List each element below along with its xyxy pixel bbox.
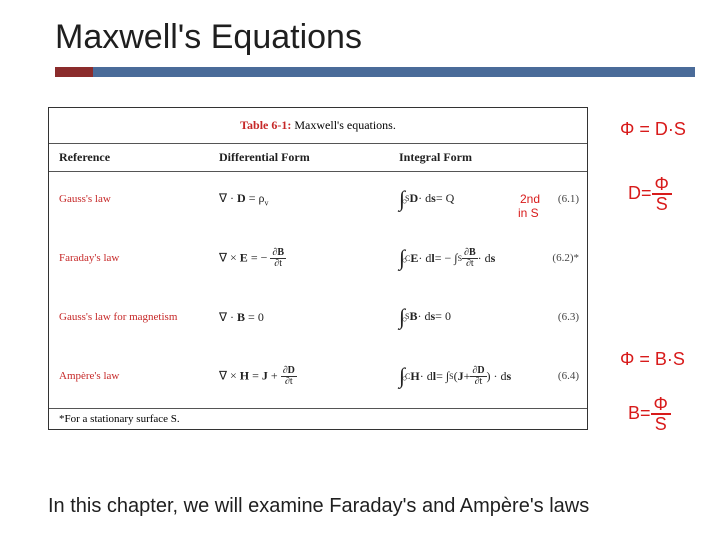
annotation-b-numer: Φ [651, 395, 671, 415]
annotation-b-equals: B=ΦS [628, 395, 671, 433]
title-underline [55, 67, 695, 77]
table-row: Ampère's law ∇ × H = J + ∂D∂t ∫C H · dl … [49, 344, 587, 408]
table-caption: Table 6-1: Maxwell's equations. [49, 108, 587, 143]
equation-number: (6.1) [558, 193, 579, 205]
header-integral: Integral Form [389, 150, 587, 165]
underline-accent-left [55, 67, 93, 77]
equations-table: Table 6-1: Maxwell's equations. Referenc… [48, 107, 588, 430]
law-name: Gauss's law [49, 193, 219, 205]
annotation-d-prefix: D= [628, 183, 652, 203]
law-name: Ampère's law [49, 370, 219, 382]
table-header-row: Reference Differential Form Integral For… [49, 143, 587, 172]
law-name: Faraday's law [49, 252, 219, 264]
annotation-d-numer: Φ [652, 175, 672, 195]
annotation-phi-b-s: Φ = B·S [620, 350, 685, 368]
page-title: Maxwell's Equations [55, 18, 720, 57]
annotation-d-equals: D=ΦS [628, 175, 672, 213]
table-row: Faraday's law ∇ × E = − ∂B∂t ∫C E · dl =… [49, 226, 587, 290]
chapter-summary-text: In this chapter, we will examine Faraday… [48, 495, 589, 518]
annotation-2nd: 2nd [520, 192, 540, 206]
law-name: Gauss's law for magnetism [49, 311, 219, 323]
annotation-d-denom: S [653, 195, 671, 213]
annotation-b-denom: S [652, 415, 670, 433]
differential-form: ∇ × H = J + ∂D∂t [219, 366, 389, 387]
table-footnote: *For a stationary surface S. [49, 408, 587, 429]
equation-number: (6.4) [558, 370, 579, 382]
differential-form: ∇ · D = ρv [219, 191, 389, 207]
equation-number: (6.3) [558, 311, 579, 323]
annotation-b-prefix: B= [628, 403, 651, 423]
differential-form: ∇ × E = − ∂B∂t [219, 248, 389, 269]
differential-form: ∇ · B = 0 [219, 310, 389, 325]
caption-text: Maxwell's equations. [291, 118, 395, 132]
table-row: Gauss's law ∇ · D = ρv ∫S D · ds = Q (6.… [49, 172, 587, 226]
title-area: Maxwell's Equations [0, 0, 720, 77]
table-row: Gauss's law for magnetism ∇ · B = 0 ∫S B… [49, 290, 587, 344]
header-differential: Differential Form [219, 150, 389, 165]
annotation-in-s: in S [518, 206, 539, 220]
equation-number: (6.2)* [552, 252, 579, 264]
underline-accent-right [93, 67, 695, 77]
header-reference: Reference [49, 150, 219, 165]
annotation-phi-d-s: Φ = D·S [620, 120, 686, 138]
caption-label: Table 6-1: [240, 118, 291, 132]
